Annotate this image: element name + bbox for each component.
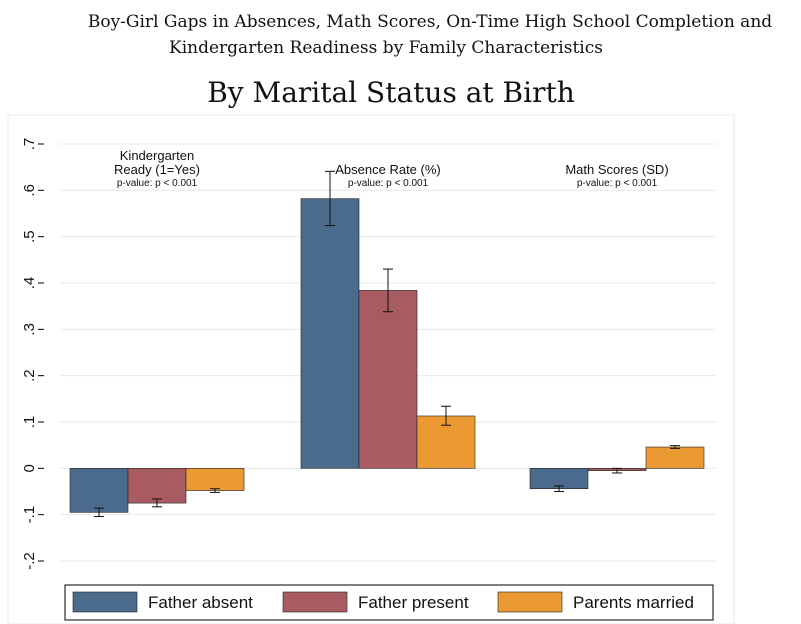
bar [69, 468, 129, 513]
y-tick-label: .4 [21, 277, 38, 290]
bar [185, 468, 245, 491]
group-pvalue: p-value: p < 0.001 [117, 178, 198, 189]
bar [645, 446, 705, 469]
bar [358, 290, 418, 469]
y-tick-label: -.2 [21, 552, 38, 570]
group-label: Ready (1=Yes) [114, 162, 200, 177]
chart-title-line-1: Boy-Girl Gaps in Absences, Math Scores, … [88, 12, 772, 32]
y-tick-label: -.1 [21, 506, 38, 524]
chart-subtitle: By Marital Status at Birth [207, 76, 575, 109]
group-pvalue: p-value: p < 0.001 [348, 178, 429, 189]
legend-box [64, 584, 714, 621]
group-label: Kindergarten [120, 148, 194, 163]
y-tick-label: 0 [21, 464, 38, 472]
chart-title-line-2: Kindergarten Readiness by Family Charact… [169, 38, 603, 58]
legend-label: Father absent [148, 593, 253, 612]
group-label: Math Scores (SD) [565, 162, 668, 177]
group-label: Absence Rate (%) [335, 162, 441, 177]
legend-label: Father present [358, 593, 469, 612]
bar [127, 468, 187, 504]
y-tick-label: .6 [21, 184, 38, 197]
legend-label: Parents married [573, 593, 694, 612]
legend-swatch [497, 591, 563, 613]
legend-swatch [72, 591, 138, 613]
y-tick-label: .5 [21, 230, 38, 243]
y-tick-label: .7 [21, 138, 38, 151]
bar [300, 198, 360, 469]
legend-swatch [282, 591, 348, 613]
y-tick-label: .1 [21, 416, 38, 429]
group-pvalue: p-value: p < 0.001 [577, 178, 658, 189]
y-tick-label: .3 [21, 323, 38, 336]
y-tick-label: .2 [21, 369, 38, 382]
